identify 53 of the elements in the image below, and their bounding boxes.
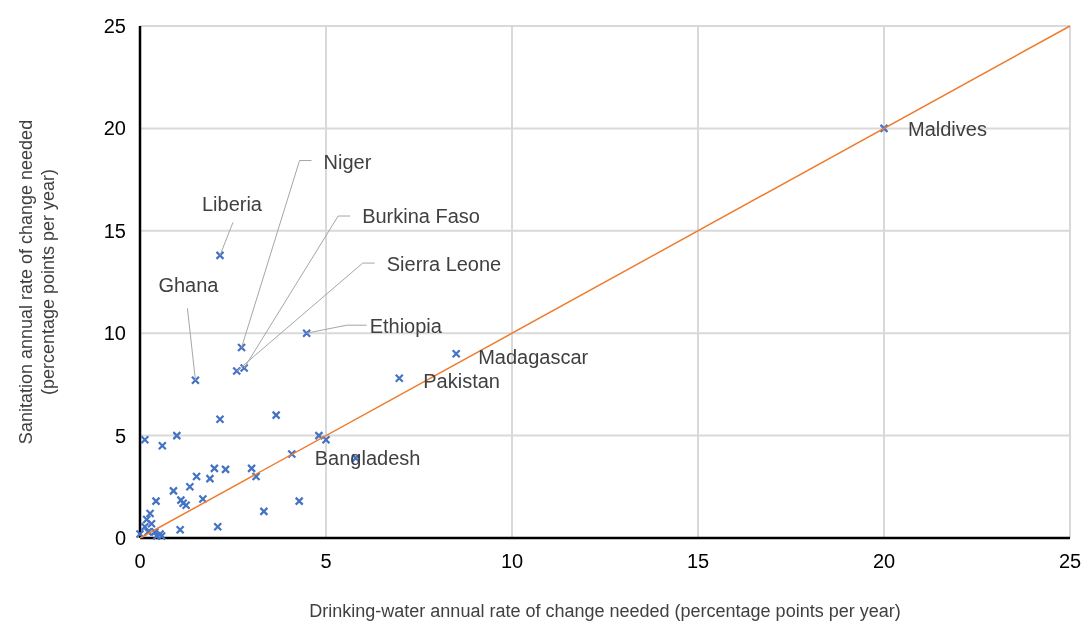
annotation: Madagascar xyxy=(478,345,589,368)
point xyxy=(302,328,312,338)
point xyxy=(151,496,161,506)
annotation: Sierra Leone xyxy=(386,253,502,276)
point xyxy=(175,525,185,535)
point xyxy=(145,508,155,519)
point xyxy=(213,522,223,532)
annotation: Burkina Faso xyxy=(362,205,480,228)
x-tick-label: 5 xyxy=(320,550,332,572)
annotation: Maldives xyxy=(908,118,987,141)
point xyxy=(247,463,257,473)
point xyxy=(220,464,231,474)
x-tick-label: 10 xyxy=(500,550,524,572)
point xyxy=(172,431,182,441)
point xyxy=(215,414,225,424)
point xyxy=(190,375,201,385)
point xyxy=(394,373,404,383)
y-tick-label: 15 xyxy=(103,219,126,242)
point xyxy=(209,463,219,473)
y-tick-label: 10 xyxy=(103,322,126,345)
point xyxy=(140,435,150,445)
point xyxy=(191,471,202,482)
annotation: Liberia xyxy=(201,193,263,216)
point xyxy=(879,123,889,133)
x-tick-label: 0 xyxy=(134,550,146,572)
point xyxy=(157,441,167,451)
annotation: Ghana xyxy=(158,274,220,297)
point xyxy=(215,250,225,260)
point xyxy=(236,342,247,353)
point xyxy=(259,506,269,516)
point xyxy=(205,474,215,484)
y-tick-label: 20 xyxy=(103,117,126,140)
annotation: Pakistan xyxy=(423,370,500,393)
point xyxy=(451,349,461,359)
point xyxy=(287,449,297,459)
point xyxy=(251,471,261,482)
annotation: Ethiopia xyxy=(369,315,443,338)
point xyxy=(271,410,281,420)
x-tick-label: 20 xyxy=(872,550,896,572)
y-tick-label: 0 xyxy=(114,527,126,549)
y-tick-label: 5 xyxy=(114,424,126,447)
point xyxy=(294,496,304,506)
point xyxy=(185,482,195,492)
x-axis-title: Drinking-water annual rate of change needed (percentage points per year) xyxy=(309,601,901,621)
point xyxy=(198,494,208,504)
y-axis-title: Sanitation annual rate of change needed (percentage points per year) xyxy=(16,119,58,445)
point xyxy=(142,514,152,525)
point xyxy=(168,486,179,496)
y-tick-label: 25 xyxy=(103,15,126,37)
annotation: Niger xyxy=(323,150,372,173)
annotation: Bangladesh xyxy=(314,447,421,470)
x-tick-label: 15 xyxy=(686,550,710,572)
x-tick-label: 25 xyxy=(1058,550,1082,572)
